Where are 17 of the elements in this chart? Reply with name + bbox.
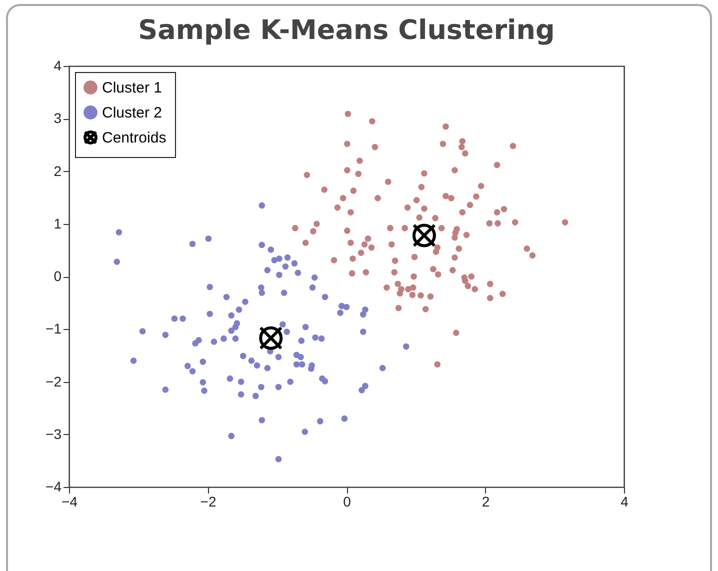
y-tick-label: 2 [54,162,62,179]
y-tick-label: −3 [46,426,62,442]
y-tick-label: 1 [54,215,62,232]
y-tick-label: −2 [46,373,62,390]
x-tick-label: 2 [482,494,490,510]
y-tick-label: 0 [54,268,62,284]
legend-label: Cluster 2 [102,104,162,122]
y-tick-label: 3 [54,110,62,126]
legend-label: Centroids [102,130,166,146]
x-tick-label: −2 [200,494,216,510]
x-tick-label: 0 [343,494,352,510]
legend-label: Cluster 1 [102,80,162,96]
x-tick-label: 4 [620,494,629,510]
y-tick-label: −4 [46,478,62,494]
y-tick-label: 4 [54,58,62,74]
chart-title: Sample K-Means Clustering [138,15,555,46]
y-tick-label: −1 [46,320,62,337]
